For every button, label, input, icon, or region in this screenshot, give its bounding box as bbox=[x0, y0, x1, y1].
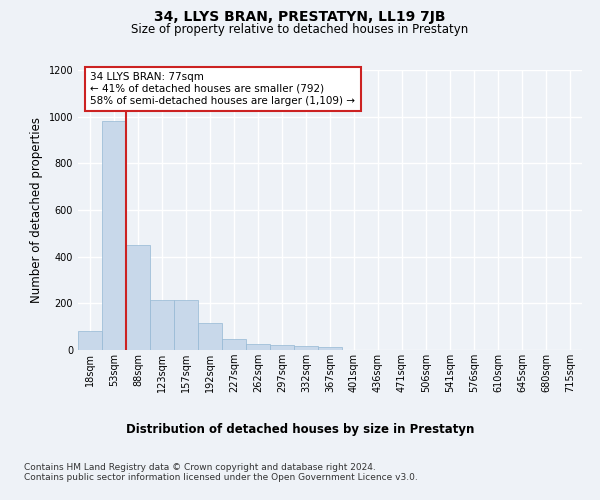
Text: 34, LLYS BRAN, PRESTATYN, LL19 7JB: 34, LLYS BRAN, PRESTATYN, LL19 7JB bbox=[154, 10, 446, 24]
Text: 34 LLYS BRAN: 77sqm
← 41% of detached houses are smaller (792)
58% of semi-detac: 34 LLYS BRAN: 77sqm ← 41% of detached ho… bbox=[91, 72, 355, 106]
Text: Distribution of detached houses by size in Prestatyn: Distribution of detached houses by size … bbox=[126, 422, 474, 436]
Text: Size of property relative to detached houses in Prestatyn: Size of property relative to detached ho… bbox=[131, 22, 469, 36]
Bar bbox=[270, 345, 294, 350]
Bar bbox=[246, 344, 270, 350]
Text: Contains HM Land Registry data © Crown copyright and database right 2024.
Contai: Contains HM Land Registry data © Crown c… bbox=[24, 462, 418, 482]
Bar bbox=[318, 347, 342, 350]
Bar bbox=[126, 245, 150, 350]
Bar bbox=[174, 300, 198, 350]
Bar bbox=[102, 122, 126, 350]
Bar bbox=[222, 339, 246, 350]
Bar bbox=[198, 323, 222, 350]
Bar bbox=[78, 332, 102, 350]
Y-axis label: Number of detached properties: Number of detached properties bbox=[30, 117, 43, 303]
Bar bbox=[150, 300, 174, 350]
Bar bbox=[294, 346, 318, 350]
